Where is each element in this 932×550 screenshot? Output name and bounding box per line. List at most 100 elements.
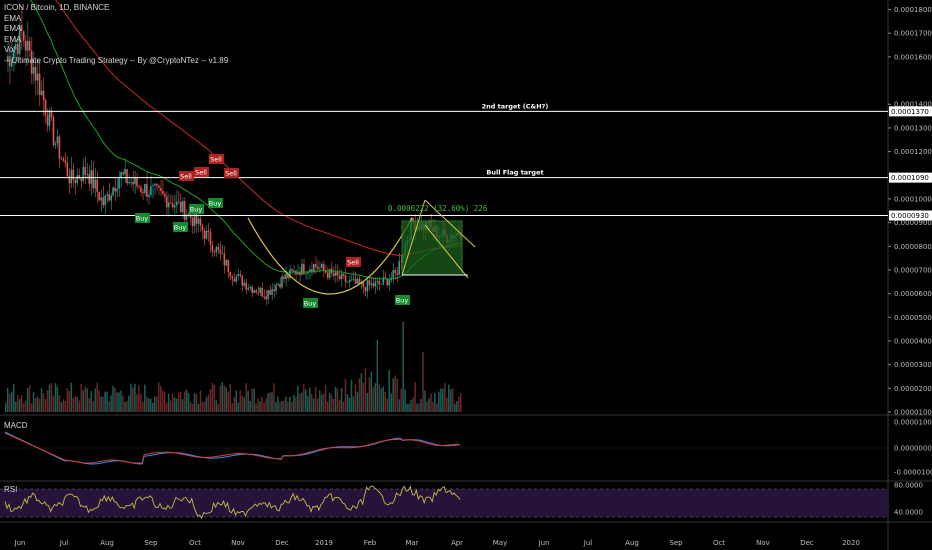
time-tick-label: Apr: [451, 539, 463, 547]
volume-bar: [328, 393, 331, 412]
volume-bar: [161, 390, 164, 412]
volume-bar: [148, 398, 150, 412]
candle-body: [177, 201, 180, 203]
volume-bar: [309, 387, 311, 412]
volume-bar: [5, 402, 7, 412]
volume-bar: [243, 397, 245, 412]
candle-body: [28, 40, 31, 51]
candle-body: [159, 187, 162, 191]
volume-bar: [126, 400, 128, 412]
volume-bar: [456, 401, 458, 412]
volume-bar: [285, 396, 287, 412]
ema-2-label[interactable]: EMA: [4, 24, 22, 33]
candle-body: [392, 269, 395, 278]
volume-bar: [132, 387, 134, 412]
volume-bars: [5, 322, 462, 412]
volume-bar: [404, 389, 406, 412]
price-level-tag-label: 0.0001090: [891, 174, 929, 182]
volume-bar: [195, 393, 198, 412]
volume-bar: [177, 392, 180, 412]
volume-bar: [152, 402, 154, 412]
volume-bar: [183, 391, 186, 412]
candle-body: [221, 253, 224, 255]
volume-bar: [110, 395, 112, 412]
candle-body: [102, 197, 104, 206]
volume-bar: [392, 378, 394, 412]
volume-bar: [326, 401, 329, 412]
rsi-band: [0, 489, 888, 517]
macd-pane-label[interactable]: MACD: [4, 421, 28, 430]
candle-body: [62, 158, 65, 161]
volume-label[interactable]: Vol: [4, 45, 16, 54]
candle-body: [110, 195, 112, 201]
volume-bar: [167, 393, 170, 412]
volume-bar: [22, 403, 25, 412]
price-level-tag-label: 0.0000930: [891, 212, 929, 220]
candle-body: [384, 277, 387, 279]
candle-body: [173, 205, 176, 208]
volume-bar: [277, 396, 279, 412]
candle-body: [227, 260, 230, 272]
volume-bar: [82, 390, 84, 412]
candle-body: [412, 217, 414, 223]
signal-label: Sell: [180, 173, 192, 181]
rsi-pane-label[interactable]: RSI: [4, 485, 18, 494]
candle-body: [312, 264, 315, 273]
flagpole-line: [401, 199, 426, 276]
volume-bar: [418, 403, 420, 412]
candle-body: [78, 175, 81, 179]
time-tick-label: Dec: [800, 539, 814, 547]
strategy-label[interactable]: -- Ultimate Crypto Trading Strategy -- B…: [4, 55, 229, 65]
volume-bar: [78, 400, 81, 412]
candle-body: [90, 170, 93, 184]
volume-bar: [414, 382, 416, 412]
volume-bar: [452, 388, 454, 412]
volume-bar: [269, 392, 271, 412]
candle-body: [132, 182, 134, 185]
candle-body: [165, 196, 168, 208]
candle-body: [30, 50, 33, 74]
signal-label: Buy: [304, 300, 317, 308]
candle-body: [344, 275, 347, 283]
candle-body: [120, 172, 122, 178]
volume-bar: [376, 340, 379, 412]
volume-bar: [16, 395, 19, 412]
volume-bar: [372, 387, 375, 412]
volume-bar: [102, 396, 104, 412]
candle-body: [106, 194, 108, 196]
volume-bar: [62, 399, 65, 412]
price-tick-label: 0.0001000: [894, 195, 932, 203]
volume-bar: [291, 401, 293, 412]
volume-bar: [140, 394, 142, 412]
volume-bar: [241, 395, 243, 412]
candle-body: [152, 185, 154, 187]
price-tick-label: 0.0000400: [894, 337, 932, 345]
volume-bar: [156, 396, 158, 412]
candle-body: [40, 90, 43, 95]
ema-3-label[interactable]: EMA: [4, 34, 22, 44]
volume-bar: [92, 401, 94, 412]
ema-1-label[interactable]: EMA: [4, 13, 22, 23]
buy-signal: [208, 198, 223, 208]
volume-bar: [424, 390, 426, 412]
level-annotation: Bull Flag target: [486, 169, 543, 177]
volume-bar: [94, 388, 96, 412]
candle-body: [297, 272, 299, 275]
candle-body: [104, 195, 106, 206]
symbol-title[interactable]: ICON / Bitcoin, 1D, BINANCE: [4, 3, 110, 12]
candle-body: [261, 287, 263, 297]
time-tick-label: Jul: [59, 539, 69, 547]
candle-body: [215, 247, 218, 253]
volume-bar: [197, 403, 200, 412]
candle-body: [52, 117, 55, 145]
volume-bar: [223, 385, 226, 412]
volume-bar: [58, 394, 61, 412]
time-tick-label: Sep: [144, 539, 158, 547]
candle-body: [126, 169, 128, 184]
volume-bar: [293, 394, 295, 412]
volume-bar: [163, 392, 166, 412]
volume-bar: [358, 378, 361, 412]
level-annotation: 2nd target (C&H?): [482, 102, 549, 110]
buy-signal: [189, 204, 204, 214]
